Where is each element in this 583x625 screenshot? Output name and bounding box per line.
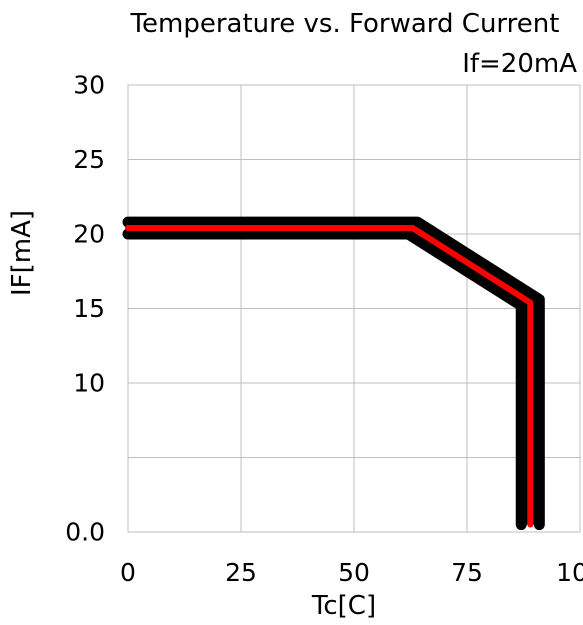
series-line-2 [122, 228, 527, 531]
chart-annotation: If=20mA [462, 49, 577, 79]
series-layer [122, 216, 545, 531]
y-tick-labels: 30 25 20 15 10 0.0 [65, 71, 105, 547]
y-tick-label: 30 [73, 71, 105, 100]
y-tick-label: 10 [73, 369, 105, 398]
grid [128, 85, 580, 532]
x-tick-label: 50 [338, 558, 370, 587]
series-line-3 [125, 225, 534, 528]
chart-title: Temperature vs. Forward Current [130, 9, 560, 39]
y-axis-label: IF[mA] [7, 210, 37, 296]
x-axis-label: Tc[C] [311, 591, 376, 621]
x-tick-label: 75 [451, 558, 483, 587]
y-tick-label: 0.0 [65, 518, 105, 547]
y-tick-label: 15 [73, 294, 105, 323]
x-tick-label: 25 [225, 558, 257, 587]
plot-area-border [127, 84, 581, 533]
y-tick-label: 25 [73, 145, 105, 174]
y-tick-label: 20 [73, 220, 105, 249]
x-tick-label: 0 [120, 558, 136, 587]
x-tick-labels: 0 25 50 75 100 [120, 558, 583, 587]
x-tick-label: 100 [556, 558, 583, 587]
